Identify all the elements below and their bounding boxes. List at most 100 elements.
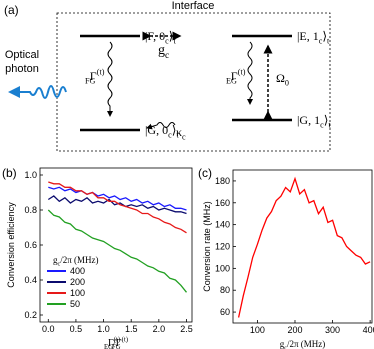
interface-box [56, 12, 331, 152]
state-label: |G, 1c⟩t [297, 113, 331, 130]
x-tick-label: 0.0 [42, 324, 55, 334]
math-part: ⟩ [322, 29, 327, 43]
coupling-label: gc [158, 43, 169, 61]
math-part: g [158, 43, 165, 58]
series-line [237, 176, 371, 318]
panel-label: (c) [198, 166, 212, 180]
x-tick-label: 400 [363, 325, 374, 335]
math-part: (t) [122, 337, 128, 344]
y-tick-label: 0.4 [24, 275, 37, 285]
math-part: 0 [285, 79, 289, 88]
y-tick-label: 80 [220, 285, 230, 295]
series-line [48, 186, 187, 211]
cavity-label: κc [176, 125, 186, 142]
math-part: c [182, 133, 186, 142]
y-tick-label: 0.2 [24, 310, 37, 320]
math-part: Ω [276, 71, 285, 85]
math-part: (t) [238, 68, 246, 77]
math-part: Γ [231, 69, 238, 83]
math-part: κ [176, 125, 182, 139]
decay-eg [247, 41, 253, 105]
math-part: c [165, 37, 169, 46]
math-part: |F, 0 [145, 29, 165, 43]
series-line [47, 209, 188, 293]
y-tick-label: 0.6 [24, 240, 37, 250]
math-part: c [168, 131, 172, 140]
legend-label: 100 [70, 288, 85, 298]
legend-label: 200 [70, 277, 85, 287]
x-tick-label: 2.0 [153, 324, 166, 334]
x-axis-label: gc/2π (MHz) [280, 339, 326, 349]
math-part: /2π (MHz) [60, 255, 98, 265]
series-line [47, 195, 187, 215]
y-tick-label: 0.8 [24, 205, 37, 215]
photon-label: Optical [5, 49, 39, 61]
math-part: |G, 1 [297, 113, 320, 127]
panel-a: (a) Interface Optical photon [4, 0, 331, 152]
math-part: g [280, 339, 285, 349]
photon-wave [8, 85, 67, 99]
x-tick-label: 1.5 [125, 324, 138, 334]
y-tick-label: 160 [215, 198, 230, 208]
y-tick-label: 180 [215, 176, 230, 186]
interface-title: Interface [172, 0, 215, 12]
math-part: /Γ [113, 338, 122, 349]
y-tick-label: 60 [220, 307, 230, 317]
math-part: c [284, 346, 287, 349]
math-part: Γ [108, 338, 114, 349]
math-part: (t) [97, 68, 105, 77]
math-part: t [327, 37, 330, 46]
panel-label: (a) [4, 3, 19, 17]
y-axis-label: Conversion rate (MHz) [202, 201, 212, 292]
x-tick-label: 1.0 [97, 324, 110, 334]
series-line [48, 181, 187, 234]
math-part: ⟩ [324, 113, 329, 127]
x-axis-label: Γ(t) EG/Γ(t) FG [104, 337, 128, 349]
math-part: /2π (MHz) [287, 339, 325, 349]
state-label: |G, 0c⟩t [145, 123, 179, 140]
math-part: FG [112, 344, 121, 349]
math-part: c [320, 121, 324, 130]
plot-frame [39, 167, 193, 323]
math-part: ⟩ [169, 29, 174, 43]
photon-label: photon [5, 63, 39, 75]
math-part: Γ [90, 69, 97, 83]
y-tick-label: 100 [215, 263, 230, 273]
legend-label: 400 [70, 266, 85, 276]
math-part: |E, 1 [297, 29, 319, 43]
drive-label: Ω0 [276, 71, 289, 88]
x-tick-label: 300 [325, 325, 340, 335]
state-label: |E, 1c⟩t [297, 29, 330, 46]
legend-title: gc/2π (MHz) [53, 255, 99, 268]
math-part: t [328, 121, 331, 130]
x-tick-label: 0.5 [70, 324, 83, 334]
math-part: FG [85, 77, 96, 86]
x-tick-label: 2.5 [180, 324, 193, 334]
y-axis-label: Conversion efficiency [6, 202, 16, 288]
math-part: |G, 0 [145, 123, 168, 137]
math-part: EG [104, 344, 113, 349]
state-label: |F, 0c⟩t [145, 29, 176, 46]
decay-fg [107, 41, 113, 117]
y-tick-label: 140 [215, 220, 230, 230]
cavity-decay [146, 122, 176, 130]
x-tick-label: 100 [250, 325, 265, 335]
legend-label: 50 [70, 299, 80, 309]
math-part: t [173, 37, 176, 46]
math-part: c [58, 262, 61, 268]
math-part: g [53, 255, 58, 265]
y-tick-label: 120 [215, 242, 230, 252]
math-part: c [165, 51, 169, 61]
x-tick-label: 200 [287, 325, 302, 335]
math-part: ⟩ [172, 123, 177, 137]
math-part: EG [226, 77, 237, 86]
math-part: (t) [114, 337, 120, 344]
decay-label: Γ(t) EG [226, 68, 246, 86]
panel-label: (b) [2, 166, 17, 180]
math-part: c [319, 37, 323, 46]
plot-frame [232, 169, 373, 324]
math-part: t [176, 131, 179, 140]
y-tick-label: 1.0 [24, 170, 37, 180]
decay-label: Γ(t) FG [85, 68, 105, 86]
